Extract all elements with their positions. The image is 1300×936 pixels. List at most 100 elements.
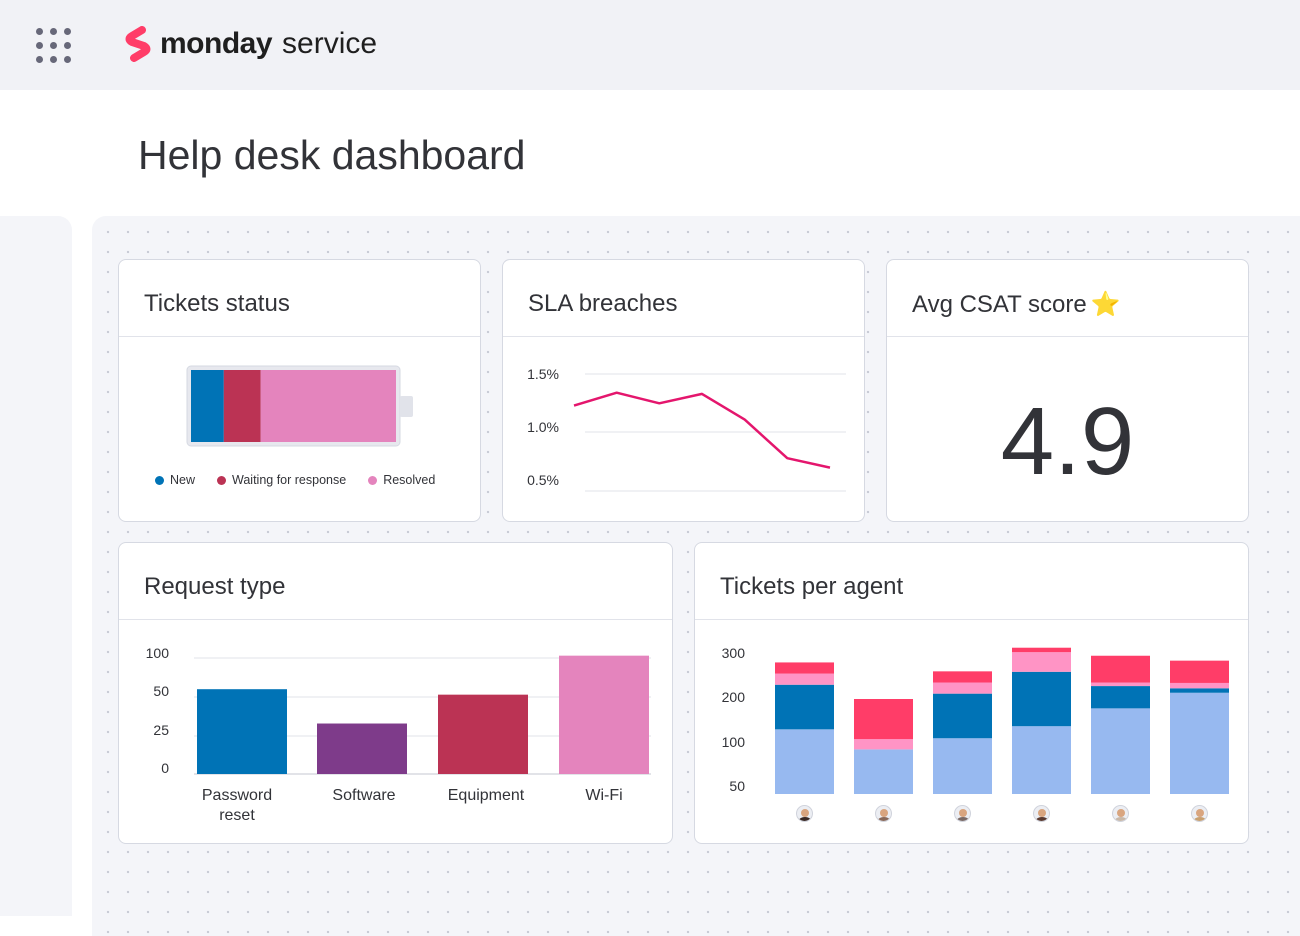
widget-title: Request type [119,543,672,620]
legend-label: Resolved [383,473,436,487]
bar-segment-blue [775,684,834,730]
bar-segment-red [854,699,913,740]
y-tick-label: 300 [722,645,746,661]
agent-avatar[interactable] [1190,805,1208,822]
bar-segment-red [1012,647,1071,653]
page-title: Help desk dashboard [138,132,526,178]
battery-chart [186,365,413,447]
left-sidebar [0,216,72,916]
bar-segment-red [1091,655,1150,683]
bar-segment-base [775,729,834,794]
legend-label: New [170,473,196,487]
apps-grid-icon[interactable] [36,28,72,64]
y-tick-label: 25 [153,722,169,738]
bar-segment-base [1170,692,1229,794]
legend-dot [217,475,227,485]
avatar-body [797,817,812,821]
x-tick-label: Password [202,787,272,804]
bar-1 [197,689,287,774]
legend-item-waiting: Waiting for response [217,473,346,487]
product-name: service [282,27,378,60]
widget-title: Tickets status [119,260,480,337]
bar-segment-light-pink [854,739,913,750]
legend-label: Waiting for response [232,473,347,487]
widget-title: Avg CSAT score [912,291,1087,318]
x-tick-label: Wi-Fi [585,787,622,804]
bar-segment-light-pink [1170,682,1229,689]
star-icon: ⭐ [1090,291,1121,318]
avatar-body [1034,817,1049,821]
agent-avatar[interactable] [795,805,813,822]
legend-item-resolved: Resolved [368,473,435,487]
tickets-per-agent-widget[interactable]: Tickets per agent 300 200 100 50 [694,542,1249,844]
y-tick-label: 1.0% [527,419,559,435]
bar-segment-light-pink [1091,682,1150,687]
bar-segment-base [1091,708,1150,794]
widget-title-row: Avg CSAT score ⭐ [887,260,1248,337]
y-tick-label: 100 [146,645,170,661]
y-tick-label: 50 [729,778,745,794]
avatar-body [876,817,891,821]
legend-dot [368,475,378,485]
tickets-per-agent-stacked-chart: 300 200 100 50 [722,645,1229,794]
avatar-head [800,809,809,817]
y-tick-label: 0 [161,760,169,776]
bar-segment-base [854,749,913,794]
request-type-widget[interactable]: Request type 100 50 25 0 Password reset … [118,542,673,844]
brand-name: monday [160,27,273,60]
avatar-head [1037,809,1046,817]
bar-segment-light-pink [933,682,992,694]
bar-segment-red [1170,660,1229,683]
agent-avatar[interactable] [1032,805,1050,822]
bar-segment-base [933,738,992,794]
x-tick-label: Software [332,787,395,804]
avatar-body [955,817,970,821]
bar-segment-light-pink [775,673,834,685]
widget-title: SLA breaches [503,260,864,337]
csat-score-value: 4.9 [1000,388,1135,495]
agent-avatar[interactable] [1111,805,1129,822]
sla-series-line [573,391,831,469]
bar-4 [559,655,649,774]
bar-segment-blue [1091,686,1150,709]
battery-segment-new [191,370,224,442]
y-tick-label: 50 [153,683,169,699]
bar-segment-blue [1012,671,1071,727]
brand-logo[interactable]: monday service [124,26,377,62]
legend-dot [155,475,164,485]
bar-2 [317,723,407,774]
bar-segment-light-pink [1012,652,1071,672]
sla-breaches-widget[interactable]: SLA breaches 1.5% 1.0% 0.5% [502,259,865,522]
chart-legend: New Waiting for response Resolved [155,473,435,487]
avatar-head [958,809,967,817]
bar-segment-red [933,671,992,683]
x-tick-label: Equipment [448,787,525,804]
y-tick-label: 0.5% [527,472,559,488]
bar-segment-blue [1170,688,1229,693]
bar-3 [438,694,528,774]
avatar-body [1192,817,1207,821]
legend-item-new: New [155,473,195,487]
agent-avatar[interactable] [953,805,971,822]
bar-segment-red [775,662,834,674]
top-bar: monday service [0,0,1300,90]
battery-segment-waiting [223,370,261,442]
y-tick-label: 200 [722,689,746,705]
sla-line-chart: 1.5% 1.0% 0.5% [527,366,846,492]
agent-avatar[interactable] [874,805,892,822]
battery-segment-resolved [260,370,396,442]
widget-title: Tickets per agent [695,543,1248,620]
y-tick-label: 1.5% [527,366,559,382]
avatar-head [879,809,888,817]
avatar-head [1116,809,1125,817]
avatar-body [1113,817,1128,821]
monday-logo-icon [125,26,151,62]
battery-cap [400,396,413,417]
bar-segment-blue [933,693,992,739]
csat-widget[interactable]: Avg CSAT score ⭐ 4.9 [886,259,1249,522]
avatar-head [1195,809,1204,817]
tickets-status-widget[interactable]: Tickets status New Waiting for response … [118,259,481,522]
request-type-bar-chart: 100 50 25 0 Password reset Software Equi… [146,645,651,824]
x-tick-label: reset [219,807,255,824]
y-tick-label: 100 [722,734,746,750]
